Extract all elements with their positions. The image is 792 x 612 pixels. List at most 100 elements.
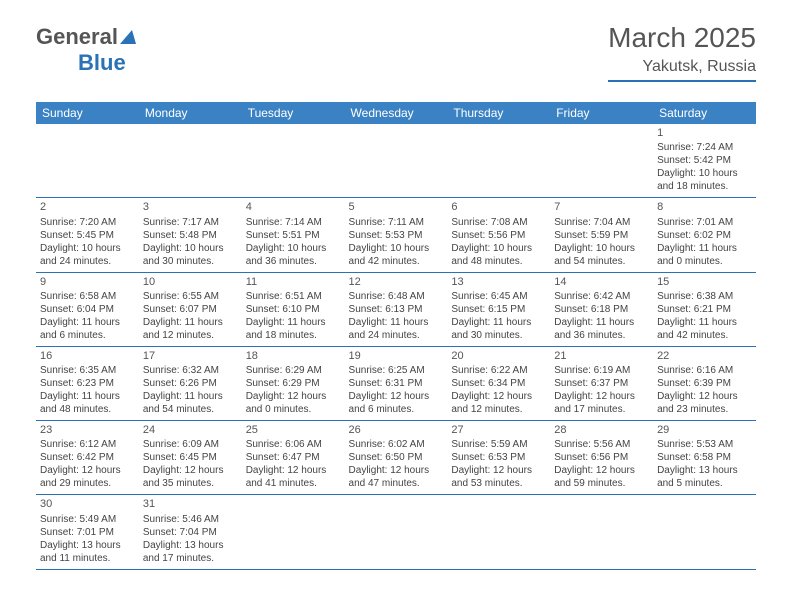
sunset-text: Sunset: 6:18 PM: [554, 303, 649, 316]
calendar-cell: 27Sunrise: 5:59 AMSunset: 6:53 PMDayligh…: [447, 421, 550, 495]
day-number: 22: [657, 349, 752, 363]
sunset-text: Sunset: 5:53 PM: [349, 229, 444, 242]
calendar-cell-empty: [345, 124, 448, 198]
sunrise-text: Sunrise: 6:16 AM: [657, 364, 752, 377]
sunset-text: Sunset: 6:26 PM: [143, 377, 238, 390]
calendar-cell: 24Sunrise: 6:09 AMSunset: 6:45 PMDayligh…: [139, 421, 242, 495]
day-number: 19: [349, 349, 444, 363]
sunrise-text: Sunrise: 6:58 AM: [40, 290, 135, 303]
daylight-text: Daylight: 10 hours and 54 minutes.: [554, 242, 649, 268]
calendar-cell: 10Sunrise: 6:55 AMSunset: 6:07 PMDayligh…: [139, 272, 242, 346]
calendar-cell: 31Sunrise: 5:46 AMSunset: 7:04 PMDayligh…: [139, 495, 242, 569]
sunset-text: Sunset: 6:21 PM: [657, 303, 752, 316]
daylight-text: Daylight: 13 hours and 5 minutes.: [657, 464, 752, 490]
sunset-text: Sunset: 6:15 PM: [451, 303, 546, 316]
day-number: 28: [554, 423, 649, 437]
daylight-text: Daylight: 10 hours and 36 minutes.: [246, 242, 341, 268]
sunset-text: Sunset: 6:50 PM: [349, 451, 444, 464]
calendar-cell: 22Sunrise: 6:16 AMSunset: 6:39 PMDayligh…: [653, 346, 756, 420]
daylight-text: Daylight: 11 hours and 36 minutes.: [554, 316, 649, 342]
day-number: 30: [40, 497, 135, 511]
sunrise-text: Sunrise: 6:42 AM: [554, 290, 649, 303]
sunset-text: Sunset: 6:47 PM: [246, 451, 341, 464]
weekday-sun: Sunday: [36, 102, 139, 124]
calendar-cell-empty: [550, 495, 653, 569]
day-number: 6: [451, 200, 546, 214]
calendar-cell-empty: [242, 495, 345, 569]
calendar-row: 9Sunrise: 6:58 AMSunset: 6:04 PMDaylight…: [36, 272, 756, 346]
calendar-cell: 21Sunrise: 6:19 AMSunset: 6:37 PMDayligh…: [550, 346, 653, 420]
daylight-text: Daylight: 13 hours and 11 minutes.: [40, 539, 135, 565]
sunset-text: Sunset: 6:34 PM: [451, 377, 546, 390]
sunset-text: Sunset: 6:23 PM: [40, 377, 135, 390]
calendar-cell: 28Sunrise: 5:56 AMSunset: 6:56 PMDayligh…: [550, 421, 653, 495]
daylight-text: Daylight: 11 hours and 6 minutes.: [40, 316, 135, 342]
day-number: 7: [554, 200, 649, 214]
calendar-cell: 18Sunrise: 6:29 AMSunset: 6:29 PMDayligh…: [242, 346, 345, 420]
daylight-text: Daylight: 11 hours and 42 minutes.: [657, 316, 752, 342]
sunset-text: Sunset: 5:45 PM: [40, 229, 135, 242]
logo: General Blue: [36, 24, 136, 76]
daylight-text: Daylight: 12 hours and 47 minutes.: [349, 464, 444, 490]
weekday-header-row: Sunday Monday Tuesday Wednesday Thursday…: [36, 102, 756, 124]
sunset-text: Sunset: 6:07 PM: [143, 303, 238, 316]
calendar-cell-empty: [447, 124, 550, 198]
sunset-text: Sunset: 5:42 PM: [657, 154, 752, 167]
calendar-body: 1Sunrise: 7:24 AMSunset: 5:42 PM Daylight…: [36, 124, 756, 569]
sunset-text: Sunset: 6:29 PM: [246, 377, 341, 390]
sunrise-text: Sunrise: 6:51 AM: [246, 290, 341, 303]
calendar-cell: 17Sunrise: 6:32 AMSunset: 6:26 PMDayligh…: [139, 346, 242, 420]
daylight-text: Daylight: 12 hours and 17 minutes.: [554, 390, 649, 416]
day-number: 9: [40, 275, 135, 289]
sunrise-text: Sunrise: 6:02 AM: [349, 438, 444, 451]
day-number: 20: [451, 349, 546, 363]
sunrise-text: Sunrise: 7:24 AM: [657, 141, 752, 154]
page-title: March 2025: [608, 22, 756, 54]
sunrise-text: Sunrise: 6:38 AM: [657, 290, 752, 303]
daylight-text: Daylight: 12 hours and 29 minutes.: [40, 464, 135, 490]
sunset-text: Sunset: 6:37 PM: [554, 377, 649, 390]
day-number: 25: [246, 423, 341, 437]
day-number: 27: [451, 423, 546, 437]
day-number: 21: [554, 349, 649, 363]
weekday-tue: Tuesday: [242, 102, 345, 124]
sunrise-text: Sunrise: 6:29 AM: [246, 364, 341, 377]
sunrise-text: Sunrise: 6:45 AM: [451, 290, 546, 303]
calendar-cell: 26Sunrise: 6:02 AMSunset: 6:50 PMDayligh…: [345, 421, 448, 495]
calendar-cell: 2Sunrise: 7:20 AMSunset: 5:45 PMDaylight…: [36, 198, 139, 272]
sunset-text: Sunset: 6:53 PM: [451, 451, 546, 464]
day-number: 11: [246, 275, 341, 289]
sunrise-text: Sunrise: 6:06 AM: [246, 438, 341, 451]
header: March 2025 Yakutsk, Russia: [608, 22, 756, 82]
sunset-text: Sunset: 5:51 PM: [246, 229, 341, 242]
weekday-thu: Thursday: [447, 102, 550, 124]
weekday-fri: Friday: [550, 102, 653, 124]
daylight-text: Daylight: 11 hours and 24 minutes.: [349, 316, 444, 342]
daylight-text: Daylight: 12 hours and 0 minutes.: [246, 390, 341, 416]
sunrise-text: Sunrise: 6:19 AM: [554, 364, 649, 377]
calendar-cell: 6Sunrise: 7:08 AMSunset: 5:56 PMDaylight…: [447, 198, 550, 272]
sunset-text: Sunset: 5:56 PM: [451, 229, 546, 242]
calendar-cell: 1Sunrise: 7:24 AMSunset: 5:42 PMDaylight…: [653, 124, 756, 198]
daylight-text: Daylight: 12 hours and 53 minutes.: [451, 464, 546, 490]
day-number: 31: [143, 497, 238, 511]
sunset-text: Sunset: 6:58 PM: [657, 451, 752, 464]
day-number: 18: [246, 349, 341, 363]
calendar-cell: 25Sunrise: 6:06 AMSunset: 6:47 PMDayligh…: [242, 421, 345, 495]
calendar-cell-empty: [653, 495, 756, 569]
sunset-text: Sunset: 7:01 PM: [40, 526, 135, 539]
daylight-text: Daylight: 11 hours and 0 minutes.: [657, 242, 752, 268]
sunrise-text: Sunrise: 7:11 AM: [349, 216, 444, 229]
day-number: 23: [40, 423, 135, 437]
sunrise-text: Sunrise: 7:04 AM: [554, 216, 649, 229]
day-number: 14: [554, 275, 649, 289]
day-number: 1: [657, 126, 752, 140]
sunrise-text: Sunrise: 7:17 AM: [143, 216, 238, 229]
sunset-text: Sunset: 6:39 PM: [657, 377, 752, 390]
day-number: 3: [143, 200, 238, 214]
calendar-cell: 14Sunrise: 6:42 AMSunset: 6:18 PMDayligh…: [550, 272, 653, 346]
daylight-text: Daylight: 10 hours and 48 minutes.: [451, 242, 546, 268]
calendar-row: 23Sunrise: 6:12 AMSunset: 6:42 PMDayligh…: [36, 421, 756, 495]
daylight-text: Daylight: 11 hours and 54 minutes.: [143, 390, 238, 416]
sunrise-text: Sunrise: 5:59 AM: [451, 438, 546, 451]
